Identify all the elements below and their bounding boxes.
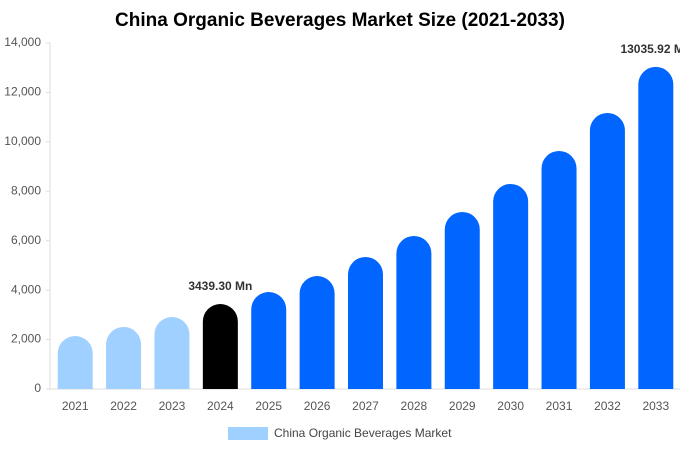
y-tick-label: 2,000 [11,332,41,346]
legend-swatch [228,427,268,440]
bar [154,316,190,389]
y-tick-label: 8,000 [11,183,41,197]
data-label: 13035.92 Mn [620,42,680,56]
bar [638,66,674,390]
bar [57,335,93,389]
bar [348,256,383,389]
chart-title: China Organic Beverages Market Size (202… [115,10,565,31]
x-tick-label: 2023 [159,399,186,413]
x-tick-label: 2031 [546,399,573,413]
bar [202,304,238,389]
bar [493,183,529,389]
x-tick-label: 2027 [352,399,379,413]
legend-label: China Organic Beverages Market [274,426,452,440]
x-tick-label: 2026 [304,399,331,413]
bar [444,211,480,389]
bar [299,275,335,389]
bar [396,235,432,389]
y-tick-label: 0 [34,381,41,395]
x-tick-label: 2033 [642,399,669,413]
x-tick-label: 2024 [207,399,234,413]
y-tick-label: 14,000 [4,35,41,49]
y-tick-label: 12,000 [4,85,41,99]
x-tick-label: 2022 [110,399,137,413]
y-tick-label: 6,000 [11,233,41,247]
bar [251,291,287,389]
bar [541,150,577,389]
y-tick-label: 4,000 [11,282,41,296]
x-tick-label: 2032 [594,399,621,413]
bar [106,326,142,389]
y-tick-label: 10,000 [4,134,41,148]
x-tick-label: 2025 [255,399,282,413]
x-tick-label: 2030 [497,399,524,413]
bar [589,112,625,390]
data-label: 3439.30 Mn [188,279,252,293]
x-tick-label: 2028 [401,399,428,413]
x-tick-label: 2021 [62,399,89,413]
x-tick-label: 2029 [449,399,476,413]
